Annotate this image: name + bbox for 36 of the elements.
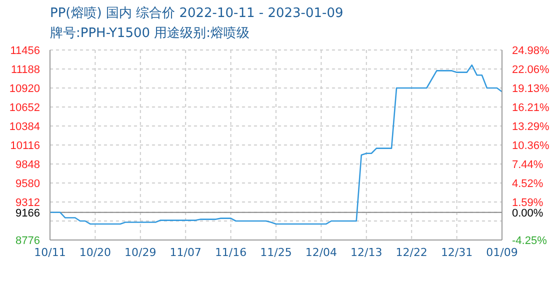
x-tick-label: 01/09 bbox=[486, 246, 518, 259]
line-series bbox=[50, 64, 502, 225]
y-tick-label: 10652 bbox=[9, 102, 40, 114]
y2-tick-label: 22.06% bbox=[512, 64, 550, 76]
y-tick-label: 9848 bbox=[16, 159, 40, 171]
x-tick-label: 10/11 bbox=[34, 246, 66, 259]
y-tick-label: 8776 bbox=[16, 235, 40, 247]
y-tick-label: 9580 bbox=[16, 178, 40, 190]
y-tick-label: 11456 bbox=[10, 45, 40, 57]
chart-title: PP(熔喷) 国内 综合价 2022-10-11 - 2023-01-09 bbox=[50, 5, 344, 22]
x-tick-label: 11/07 bbox=[170, 246, 202, 259]
x-tick-label: 12/31 bbox=[440, 246, 473, 259]
y-tick-label: 10920 bbox=[9, 83, 40, 95]
x-tick-label: 11/25 bbox=[260, 246, 292, 259]
y2-tick-label: 1.59% bbox=[512, 197, 544, 210]
y2-tick-label: 4.52% bbox=[512, 178, 544, 190]
x-tick-label: 12/22 bbox=[396, 246, 428, 259]
x-tick-label: 10/29 bbox=[124, 246, 156, 259]
y2-tick-label: 19.13% bbox=[512, 83, 550, 96]
y2-tick-label: 10.36% bbox=[512, 140, 550, 152]
x-tick-label: 10/20 bbox=[79, 246, 112, 259]
x-tick-label: 11/16 bbox=[214, 246, 247, 259]
x-tick-label: 12/04 bbox=[305, 246, 338, 259]
y2-tick-label: 7.44% bbox=[512, 159, 544, 172]
y2-tick-label: -4.25% bbox=[512, 235, 548, 247]
y-tick-label: 9166 bbox=[16, 207, 40, 220]
y2-tick-label: 0.00% bbox=[512, 207, 544, 220]
chart-subtitle: 牌号:PPH-Y1500 用途级别:熔喷级 bbox=[50, 25, 250, 42]
y2-tick-label: 16.21% bbox=[512, 102, 550, 114]
y2-tick-label: 24.98% bbox=[512, 45, 550, 57]
x-tick-label: 12/13 bbox=[350, 246, 382, 259]
y-tick-label: 9312 bbox=[16, 197, 40, 209]
y2-tick-label: 13.29% bbox=[512, 120, 550, 133]
y-tick-label: 11188 bbox=[11, 64, 40, 76]
y-tick-label: 10116 bbox=[10, 140, 40, 152]
y-tick-label: 10384 bbox=[9, 121, 40, 133]
